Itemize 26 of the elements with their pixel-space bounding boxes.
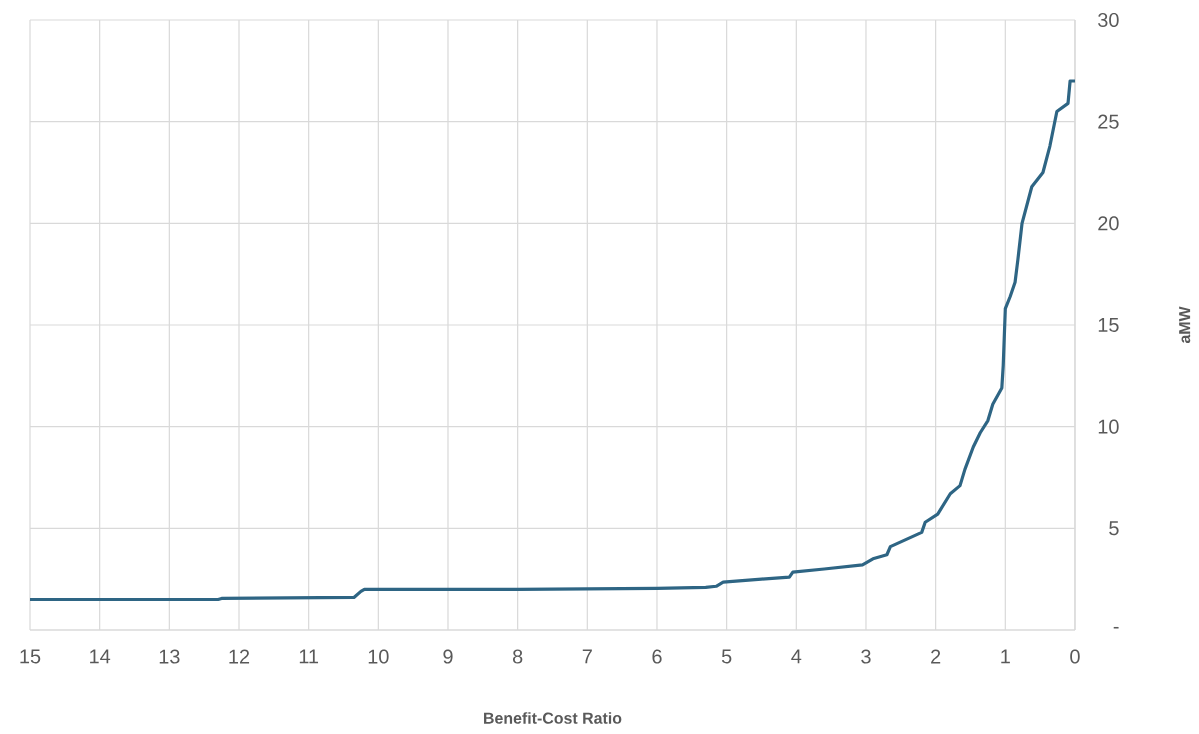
x-tick-label: 4 [791,649,802,664]
y-tick-label: 20 [1098,216,1119,231]
x-tick-label: 12 [229,649,250,664]
y-tick-label: - [1113,626,1119,629]
x-tick-label: 10 [368,649,389,664]
x-tick-label: 13 [159,649,180,664]
y-axis-title: aMW [1179,306,1191,344]
x-axis-title: Benefit-Cost Ratio [484,712,622,724]
x-tick-label: 5 [721,649,732,664]
x-tick-label: 8 [512,649,523,664]
x-tick-label: 14 [90,649,111,664]
line-series [28,79,1077,602]
y-tick-label: 30 [1098,12,1119,28]
y-tick-label: 15 [1098,318,1119,332]
x-tick-label: 3 [861,649,871,664]
x-tick-label: 15 [20,649,41,664]
x-tick-label: 11 [299,649,319,664]
x-tick-label: 6 [652,649,662,664]
x-tick-label: 0 [1070,649,1080,664]
x-tick-label: 2 [931,649,941,664]
x-tick-label: 9 [443,649,453,664]
x-tick-label: 7 [582,649,592,664]
y-tick-label: 25 [1098,114,1119,129]
x-tick-label: 1 [1001,649,1010,664]
y-tick-label: 10 [1098,419,1119,434]
y-tick-label: 5 [1109,521,1119,536]
